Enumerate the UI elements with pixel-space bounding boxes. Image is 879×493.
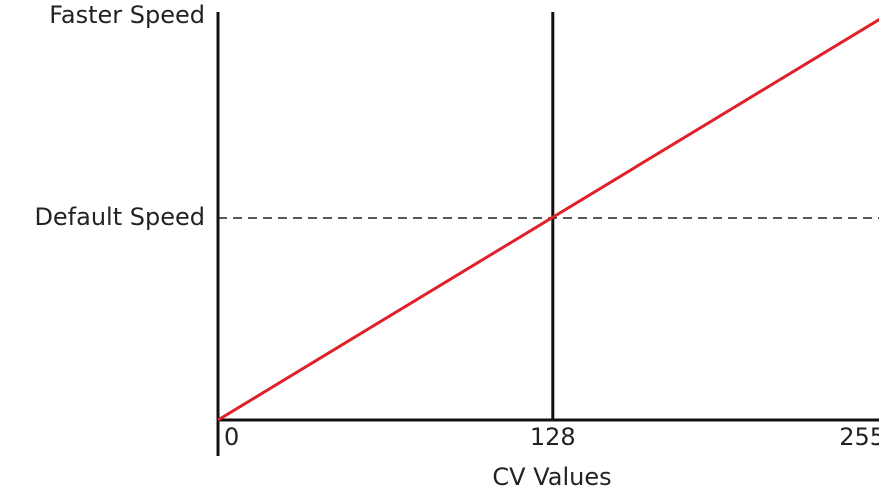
series-line (217, 17, 879, 422)
x-tick-label: 0 (224, 423, 239, 451)
x-tick-label: 128 (530, 423, 576, 451)
x-tick-label: 255 (839, 423, 879, 451)
y-tick-label: Faster Speed (49, 1, 205, 29)
x-axis-label: CV Values (492, 463, 611, 491)
y-tick-label: Default Speed (34, 203, 205, 231)
